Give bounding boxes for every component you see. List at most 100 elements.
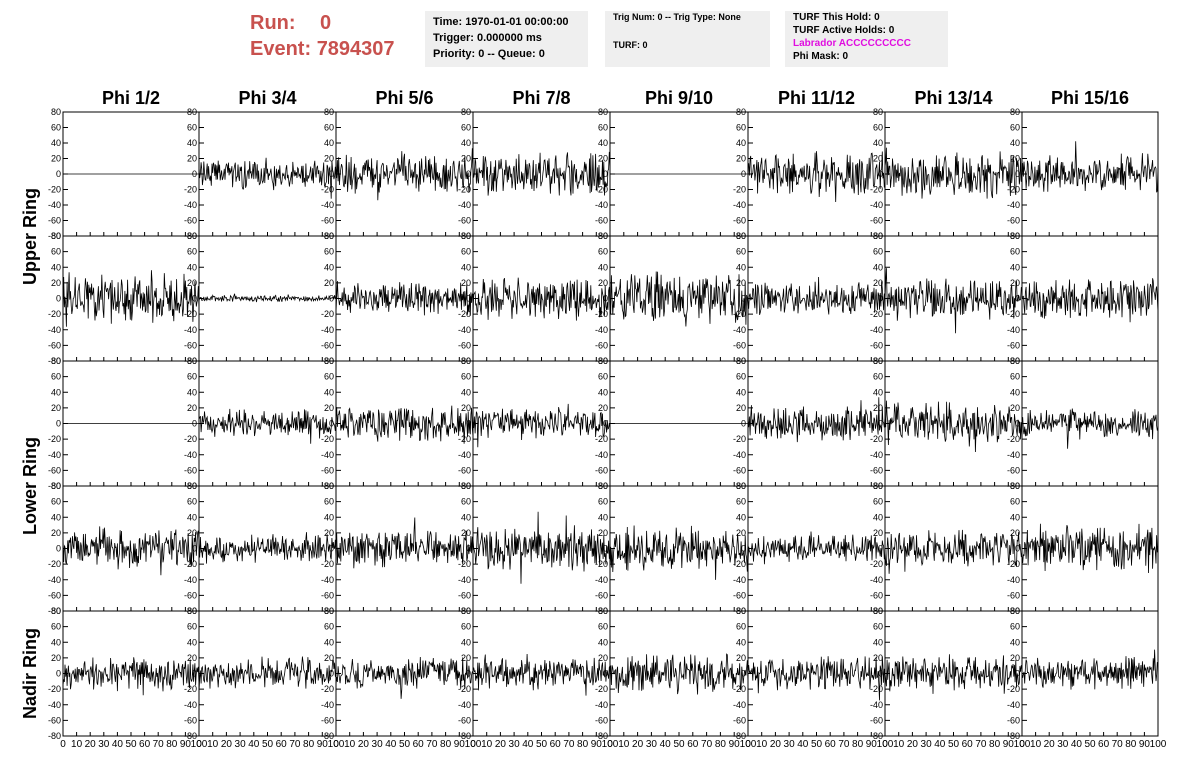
column-header: Phi 3/4 [238, 88, 296, 108]
y-tick-label: -60 [48, 465, 61, 475]
y-tick-label: 20 [51, 403, 61, 413]
y-tick-label: 20 [873, 528, 883, 538]
y-tick-label: -60 [870, 340, 883, 350]
x-tick-label: 50 [125, 739, 137, 750]
waveform-series [472, 403, 611, 448]
y-tick-label: 0 [329, 669, 334, 679]
waveform-series [884, 400, 1023, 453]
trigger-text: Trigger: 0.000000 ms [433, 32, 542, 44]
x-tick-label: 60 [962, 739, 974, 750]
waveform-series [1021, 278, 1159, 323]
y-tick-label: 60 [598, 372, 608, 382]
y-tick-label: -40 [1007, 325, 1020, 335]
waveform-series [335, 148, 474, 201]
y-tick-label: 40 [461, 138, 471, 148]
x-tick-label: 70 [975, 739, 987, 750]
y-tick-label: -80 [184, 731, 197, 741]
y-tick-label: 60 [736, 622, 746, 632]
y-tick-label: 20 [461, 653, 471, 663]
y-tick-label: -60 [184, 590, 197, 600]
y-tick-label: -40 [870, 575, 883, 585]
column-header: Phi 5/6 [375, 88, 433, 108]
y-tick-label: 80 [51, 231, 61, 241]
y-tick-label: -20 [458, 185, 471, 195]
y-tick-label: 0 [466, 419, 471, 429]
x-tick-label: 70 [838, 739, 850, 750]
y-tick-label: 40 [873, 262, 883, 272]
y-tick-label: -20 [48, 684, 61, 694]
x-tick-label: 0 [470, 739, 476, 750]
waveform-series [609, 525, 749, 580]
y-tick-label: -20 [733, 559, 746, 569]
y-tick-label: -20 [184, 684, 197, 694]
y-tick-label: 40 [736, 262, 746, 272]
x-tick-label: 10 [893, 739, 905, 750]
y-tick-label: 80 [461, 606, 471, 616]
waveform-series [747, 276, 886, 316]
y-tick-label: -20 [595, 684, 608, 694]
time-info-panel: Time: 1970-01-01 00:00:00 Trigger: 0.000… [425, 11, 588, 67]
y-tick-label: -80 [595, 731, 608, 741]
y-tick-label: -40 [48, 200, 61, 210]
x-tick-label: 60 [687, 739, 699, 750]
y-tick-label: 60 [324, 247, 334, 257]
y-tick-label: 40 [736, 637, 746, 647]
x-tick-label: 40 [522, 739, 534, 750]
event-label: Event: [250, 38, 312, 60]
y-tick-label: 20 [324, 154, 334, 164]
y-tick-label: 20 [324, 653, 334, 663]
column-header: Phi 15/16 [1051, 88, 1129, 108]
ring-label: Nadir Ring [20, 628, 40, 719]
waveform-series [884, 529, 1023, 574]
y-tick-label: 60 [873, 123, 883, 133]
x-tick-label: 10 [481, 739, 493, 750]
y-tick-label: 20 [598, 154, 608, 164]
y-tick-label: 20 [324, 528, 334, 538]
y-tick-label: -60 [321, 216, 334, 226]
x-tick-label: 40 [660, 739, 672, 750]
y-tick-label: 40 [187, 138, 197, 148]
y-tick-label: -60 [184, 340, 197, 350]
y-tick-label: -40 [733, 700, 746, 710]
y-tick-label: -60 [184, 216, 197, 226]
y-tick-label: -40 [595, 700, 608, 710]
x-tick-label: 30 [646, 739, 658, 750]
y-tick-label: -40 [184, 575, 197, 585]
y-tick-label: -60 [595, 340, 608, 350]
y-tick-label: 80 [1010, 231, 1020, 241]
y-tick-label: -40 [458, 575, 471, 585]
waveform-series [1021, 523, 1159, 574]
waveform-series [198, 293, 337, 303]
x-tick-label: 10 [618, 739, 630, 750]
y-tick-label: 0 [603, 544, 608, 554]
x-tick-label: 100 [877, 739, 894, 750]
y-tick-label: -60 [733, 465, 746, 475]
y-tick-label: -60 [48, 340, 61, 350]
y-tick-label: 80 [873, 107, 883, 117]
y-tick-label: 40 [1010, 262, 1020, 272]
y-tick-label: 80 [873, 356, 883, 366]
y-tick-label: 0 [192, 544, 197, 554]
y-tick-label: 20 [51, 528, 61, 538]
y-tick-label: 40 [51, 512, 61, 522]
y-tick-label: 40 [598, 512, 608, 522]
y-tick-label: -80 [458, 731, 471, 741]
y-tick-label: 80 [324, 356, 334, 366]
y-tick-label: -20 [184, 185, 197, 195]
x-tick-label: 30 [509, 739, 521, 750]
y-tick-label: -20 [458, 684, 471, 694]
y-tick-label: -60 [48, 590, 61, 600]
y-tick-label: 80 [51, 356, 61, 366]
x-tick-label: 10 [207, 739, 219, 750]
y-tick-label: -40 [595, 575, 608, 585]
y-tick-label: 60 [324, 372, 334, 382]
y-tick-label: 80 [187, 107, 197, 117]
ring-label: Lower Ring [20, 437, 40, 535]
y-tick-label: 20 [598, 278, 608, 288]
x-tick-label: 100 [191, 739, 208, 750]
y-tick-label: -40 [1007, 450, 1020, 460]
y-tick-label: 40 [873, 387, 883, 397]
y-tick-label: -80 [48, 731, 61, 741]
y-tick-label: 80 [873, 606, 883, 616]
y-tick-label: 60 [736, 497, 746, 507]
